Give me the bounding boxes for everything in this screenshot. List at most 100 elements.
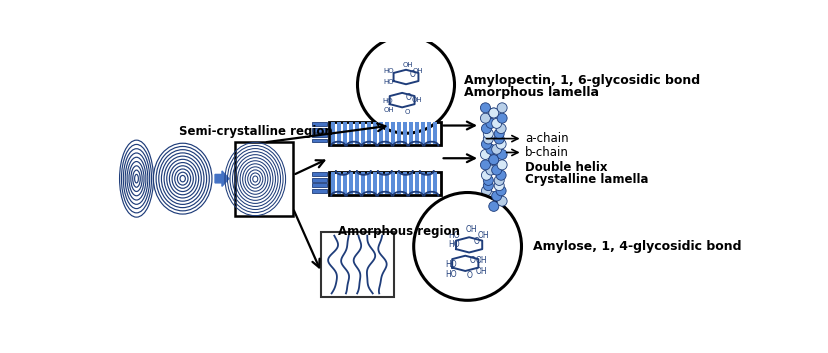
Circle shape [481,186,491,196]
Circle shape [497,160,507,170]
Bar [402,122,407,144]
Bar [342,122,347,144]
FancyArrow shape [214,171,229,186]
Bar [426,173,431,194]
Bar [330,173,335,194]
Bar [415,122,419,144]
Bar [366,173,371,194]
Circle shape [480,149,490,160]
Bar [390,122,395,144]
Text: HO: HO [447,240,459,249]
Bar [329,122,440,145]
Circle shape [497,196,507,206]
Text: b-chain: b-chain [506,146,569,159]
Circle shape [485,191,495,201]
Bar [366,122,371,144]
Text: HO: HO [445,259,456,269]
Bar [311,178,327,182]
Bar [384,122,388,144]
Bar [311,173,327,176]
Text: O: O [469,256,474,265]
Circle shape [491,144,501,154]
Bar [408,173,413,194]
Bar [373,122,377,144]
Circle shape [495,139,506,149]
Bar [360,173,364,194]
Circle shape [489,155,498,165]
Circle shape [481,170,491,180]
Text: HO: HO [383,79,394,85]
Circle shape [480,113,490,123]
Text: OH: OH [411,97,421,103]
Text: HO: HO [383,68,394,74]
Circle shape [493,134,503,144]
Text: OH: OH [475,256,487,265]
Bar [349,122,353,144]
Text: O: O [473,237,479,246]
Bar [360,122,364,144]
Circle shape [489,201,498,211]
Circle shape [480,103,490,113]
Bar [397,122,401,144]
Bar [415,173,419,194]
Circle shape [485,165,495,175]
Circle shape [481,124,491,133]
Bar [397,173,401,194]
Circle shape [485,144,495,154]
Text: O: O [409,70,415,79]
Bar [426,122,431,144]
Circle shape [489,108,498,118]
Circle shape [497,149,507,160]
Text: Amylopectin, 1, 6-glycosidic bond: Amylopectin, 1, 6-glycosidic bond [463,74,699,87]
Bar [378,122,383,144]
Bar [384,173,388,194]
Circle shape [480,196,490,206]
Bar [432,122,437,144]
Circle shape [497,103,507,113]
Text: OH: OH [402,62,412,68]
Bar [421,122,425,144]
Text: OH: OH [383,107,394,113]
Circle shape [495,186,506,196]
Text: O: O [404,109,410,115]
Circle shape [489,108,498,118]
Text: OH: OH [412,68,423,74]
Bar [235,143,292,216]
Circle shape [413,192,521,300]
Bar [354,122,359,144]
Bar [349,173,353,194]
Text: Semi-crystalline region: Semi-crystalline region [179,125,332,138]
Circle shape [493,175,503,185]
Bar [311,122,327,126]
Circle shape [493,129,503,139]
Circle shape [491,118,501,128]
Text: O: O [465,271,471,280]
Bar [378,173,383,194]
Bar [311,183,327,187]
Bar [373,173,377,194]
Bar [432,173,437,194]
Bar [330,122,335,144]
Text: HO: HO [447,231,459,240]
Bar [311,133,327,137]
Bar [311,139,327,143]
Circle shape [481,139,491,149]
Circle shape [495,170,506,180]
Circle shape [483,134,493,144]
Bar [421,173,425,194]
Circle shape [483,181,493,191]
Bar [408,122,413,144]
Text: O: O [405,93,412,102]
Circle shape [480,160,490,170]
Circle shape [489,201,498,211]
Circle shape [491,191,501,201]
Circle shape [493,181,503,191]
Bar [311,189,327,192]
Text: OH: OH [465,225,477,234]
Text: HO: HO [382,98,392,104]
Bar [336,122,340,144]
Text: Crystalline lamella: Crystalline lamella [525,173,648,186]
Text: Amorphous region: Amorphous region [338,225,460,238]
Text: HO: HO [445,270,456,280]
Circle shape [495,124,506,133]
